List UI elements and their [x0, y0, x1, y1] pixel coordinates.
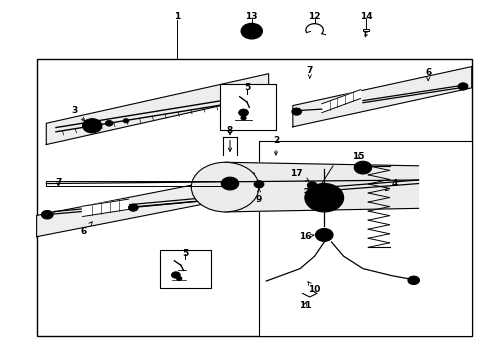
Text: 1: 1 [173, 13, 180, 22]
Polygon shape [82, 199, 128, 216]
Text: 4: 4 [385, 179, 397, 191]
Circle shape [319, 232, 328, 238]
Text: 10: 10 [307, 282, 320, 294]
Bar [259, 141, 471, 336]
Bar [363, 29, 368, 31]
Circle shape [353, 161, 371, 174]
Text: 12: 12 [308, 13, 320, 22]
Text: 17: 17 [289, 169, 308, 181]
Polygon shape [37, 173, 254, 237]
Circle shape [41, 211, 53, 219]
Circle shape [123, 119, 129, 123]
Circle shape [177, 277, 181, 280]
Text: 6: 6 [424, 68, 430, 81]
Circle shape [191, 162, 259, 212]
Bar [220, 84, 275, 130]
Circle shape [128, 204, 138, 211]
Circle shape [291, 108, 301, 115]
Polygon shape [46, 74, 268, 145]
Text: 11: 11 [298, 301, 310, 310]
Bar [37, 59, 471, 336]
Circle shape [245, 27, 257, 35]
Circle shape [307, 182, 316, 189]
Text: 5: 5 [182, 248, 188, 257]
Text: 8: 8 [226, 126, 233, 135]
Circle shape [241, 116, 245, 120]
Circle shape [221, 177, 238, 190]
Circle shape [82, 119, 102, 133]
Text: 5: 5 [244, 83, 250, 92]
Circle shape [105, 121, 113, 126]
Circle shape [87, 122, 97, 129]
Polygon shape [321, 90, 360, 113]
Circle shape [305, 184, 343, 212]
Text: 15: 15 [351, 153, 364, 162]
Circle shape [315, 229, 332, 241]
Text: 9: 9 [255, 189, 262, 204]
Polygon shape [292, 67, 471, 127]
Text: 16: 16 [298, 232, 313, 241]
Circle shape [254, 181, 264, 188]
Circle shape [457, 83, 467, 90]
Text: 7: 7 [306, 66, 312, 78]
Text: 6: 6 [81, 222, 92, 236]
Circle shape [359, 166, 365, 170]
Text: 14: 14 [359, 13, 372, 22]
Circle shape [313, 190, 334, 206]
Circle shape [241, 23, 262, 39]
Circle shape [238, 109, 248, 116]
Text: 13: 13 [245, 13, 258, 22]
Bar [160, 250, 210, 288]
Circle shape [407, 276, 419, 284]
Text: 3: 3 [71, 107, 84, 121]
Polygon shape [224, 162, 418, 212]
Text: 7: 7 [55, 178, 61, 187]
Circle shape [171, 272, 180, 278]
Text: 2: 2 [272, 136, 279, 155]
